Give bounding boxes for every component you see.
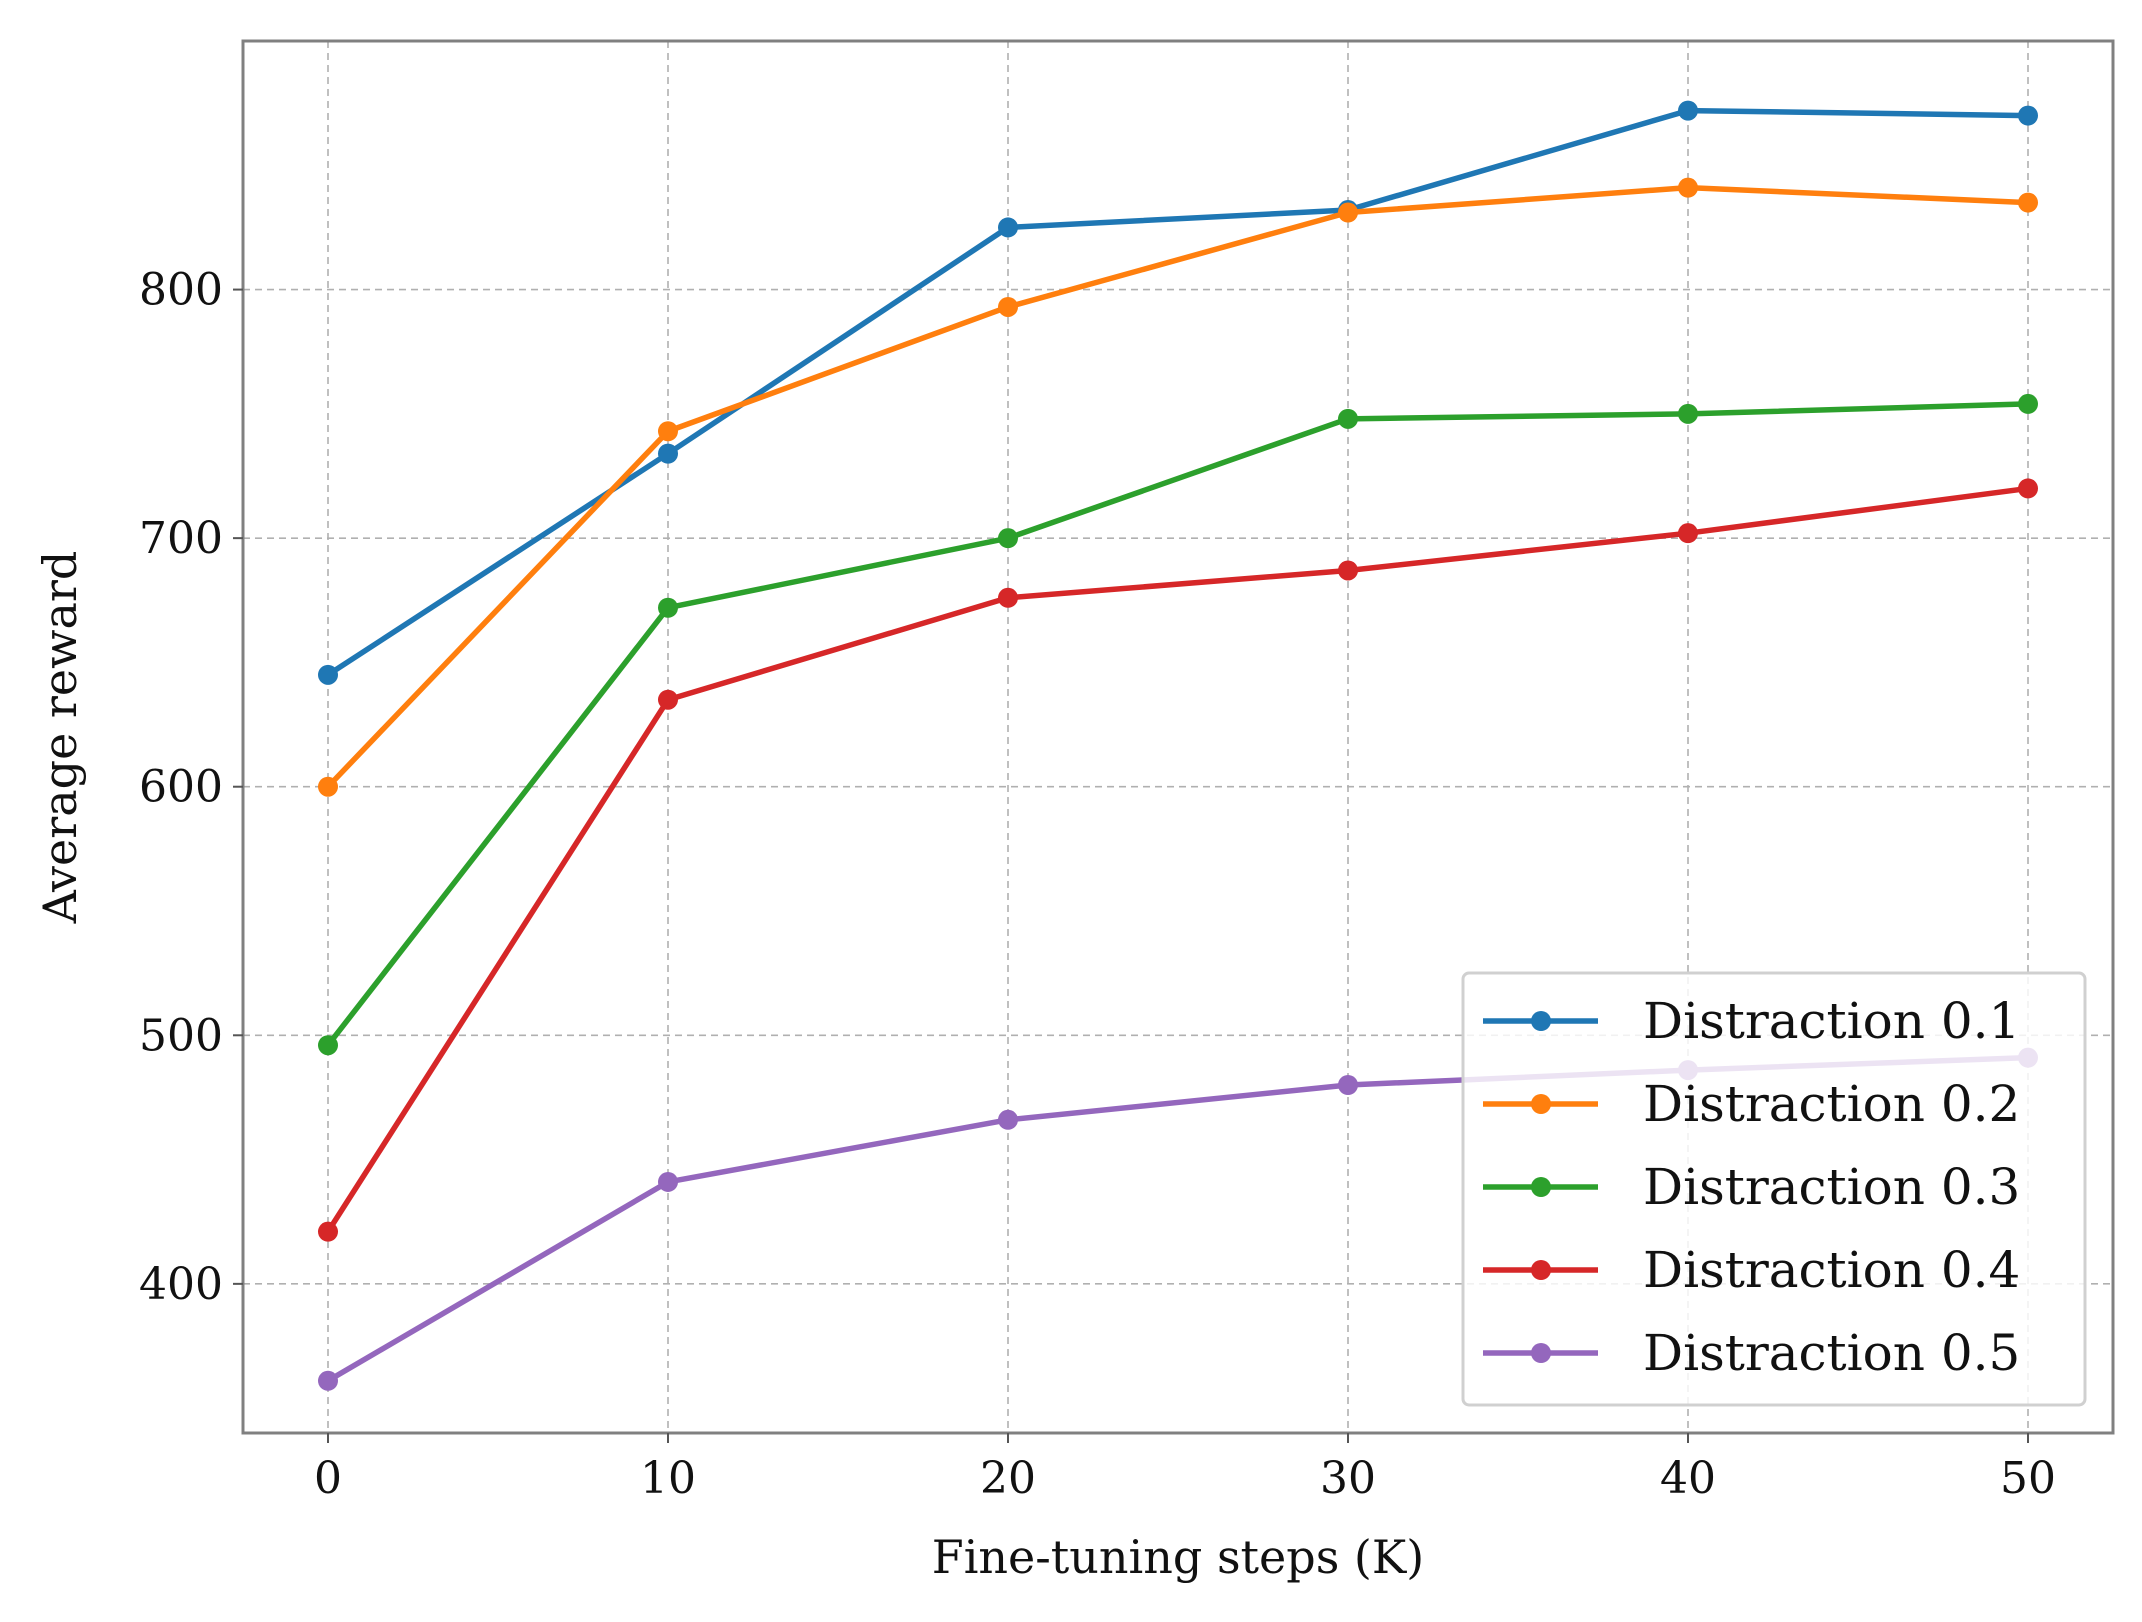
- data-point-s3-x40: [1678, 403, 1698, 424]
- x-axis-title: Fine-tuning steps (K): [932, 1530, 1424, 1584]
- data-point-s3-x30: [1338, 408, 1358, 429]
- data-point-s2-x40: [1678, 177, 1698, 198]
- x-tick-label-40: 40: [1660, 1453, 1716, 1504]
- data-point-s2-x0: [318, 776, 338, 797]
- data-point-s1-x50: [2018, 105, 2038, 126]
- x-tick-label-50: 50: [2000, 1453, 2056, 1504]
- data-point-s4-x40: [1678, 523, 1698, 544]
- legend-marker-1: [1531, 1011, 1551, 1031]
- data-point-s1-x40: [1678, 100, 1698, 121]
- x-tick-label-0: 0: [314, 1453, 342, 1504]
- data-point-s4-x0: [318, 1221, 338, 1242]
- legend-entry-5: Distraction 0.5: [1483, 1324, 2020, 1382]
- data-point-s4-x10: [658, 689, 678, 710]
- y-axis-title: Average reward: [33, 551, 87, 925]
- series-distraction-3: [318, 393, 2038, 1056]
- data-point-s2-x50: [2018, 192, 2038, 213]
- x-tick-label-20: 20: [980, 1453, 1036, 1504]
- legend-marker-4: [1531, 1260, 1551, 1280]
- data-point-s2-x10: [658, 421, 678, 442]
- series-line-4: [325, 485, 2031, 1235]
- data-point-s5-x0: [318, 1370, 338, 1391]
- data-point-s3-x0: [318, 1035, 338, 1056]
- y-tick-label-600: 600: [139, 762, 223, 813]
- x-tick-label-10: 10: [640, 1453, 696, 1504]
- axis-ticks: 0 10 20 30 40 50 400 500 600 700 800: [139, 265, 2056, 1504]
- data-point-s4-x30: [1338, 560, 1358, 581]
- legend-label-2: Distraction 0.2: [1643, 1075, 2020, 1133]
- data-point-s1-x10: [658, 443, 678, 464]
- y-tick-label-500: 500: [139, 1010, 223, 1061]
- data-point-s3-x50: [2018, 393, 2038, 414]
- legend-marker-5: [1531, 1343, 1551, 1363]
- plot-frame: [241, 39, 2115, 1435]
- legend-label-1: Distraction 0.1: [1643, 992, 2020, 1050]
- data-point-s5-x20: [998, 1109, 1018, 1130]
- legend-marker-3: [1531, 1177, 1551, 1197]
- legend-label-3: Distraction 0.3: [1643, 1158, 2020, 1216]
- data-point-s4-x20: [998, 587, 1018, 608]
- data-point-s5-x10: [658, 1171, 678, 1192]
- data-point-s5-x30: [1338, 1075, 1358, 1095]
- legend-marker-2: [1531, 1094, 1551, 1114]
- data-point-s3-x20: [998, 528, 1018, 549]
- y-tick-label-800: 800: [139, 265, 223, 316]
- legend-entry-3: Distraction 0.3: [1483, 1158, 2020, 1216]
- data-point-s2-x30: [1338, 202, 1358, 223]
- series-line-3: [325, 401, 2031, 1048]
- legend-label-5: Distraction 0.5: [1643, 1324, 2020, 1382]
- series-distraction-2: [318, 177, 2038, 797]
- legend-entry-2: Distraction 0.2: [1483, 1075, 2020, 1133]
- data-point-s3-x10: [658, 597, 678, 618]
- data-point-s1-x20: [998, 217, 1018, 238]
- legend-entry-4: Distraction 0.4: [1483, 1241, 2020, 1299]
- x-tick-label-30: 30: [1320, 1453, 1376, 1504]
- data-point-s4-x50: [2018, 478, 2038, 499]
- data-point-s2-x20: [998, 296, 1018, 317]
- series-distraction-4: [318, 478, 2038, 1242]
- y-tick-label-400: 400: [139, 1259, 223, 1310]
- grid-lines: [243, 41, 2113, 1433]
- legend: Distraction 0.1 Distraction 0.2 Distractio…: [1461, 971, 2087, 1407]
- legend-entry-1: Distraction 0.1: [1483, 992, 2020, 1050]
- legend-label-4: Distraction 0.4: [1643, 1241, 2020, 1299]
- series-line-2: [325, 184, 2031, 790]
- y-tick-label-700: 700: [139, 513, 223, 564]
- legend-box: [1461, 971, 2087, 1407]
- data-point-s1-x0: [318, 664, 338, 685]
